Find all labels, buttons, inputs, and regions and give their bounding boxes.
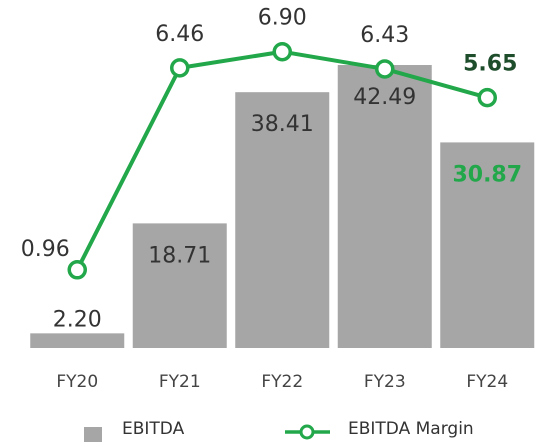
legend-label: EBITDA: [122, 419, 185, 439]
bar: [30, 333, 125, 348]
legend-label: EBITDA Margin: [348, 419, 474, 439]
bar-value-label: 18.71: [148, 243, 211, 268]
line-marker: [67, 260, 87, 280]
x-tick-label: FY24: [466, 372, 508, 392]
line-marker: [170, 58, 190, 78]
line-marker: [477, 87, 497, 108]
line-marker: [375, 59, 395, 79]
bar: [132, 223, 227, 348]
x-tick-label: FY23: [364, 372, 406, 392]
bar-value-label: 38.41: [251, 112, 314, 137]
legend-swatch: [84, 427, 102, 442]
bar: [337, 65, 432, 348]
x-tick-label: FY21: [159, 372, 201, 392]
line-value-label: 5.65: [463, 52, 517, 77]
line-value-label: 0.96: [21, 237, 70, 262]
x-tick-label: FY22: [261, 372, 303, 392]
bar-value-label: 2.20: [53, 307, 102, 332]
x-tick-label: FY20: [56, 372, 98, 392]
legend-swatch-marker: [299, 424, 315, 440]
bar-value-label: 42.49: [353, 85, 416, 110]
line-value-label: 6.46: [155, 22, 204, 47]
line-value-label: 6.43: [360, 23, 409, 48]
bar: [440, 142, 535, 348]
line-marker: [272, 41, 292, 62]
line-value-label: 6.90: [258, 6, 307, 31]
bar: [235, 92, 330, 349]
bar-value-label: 30.87: [452, 162, 522, 187]
